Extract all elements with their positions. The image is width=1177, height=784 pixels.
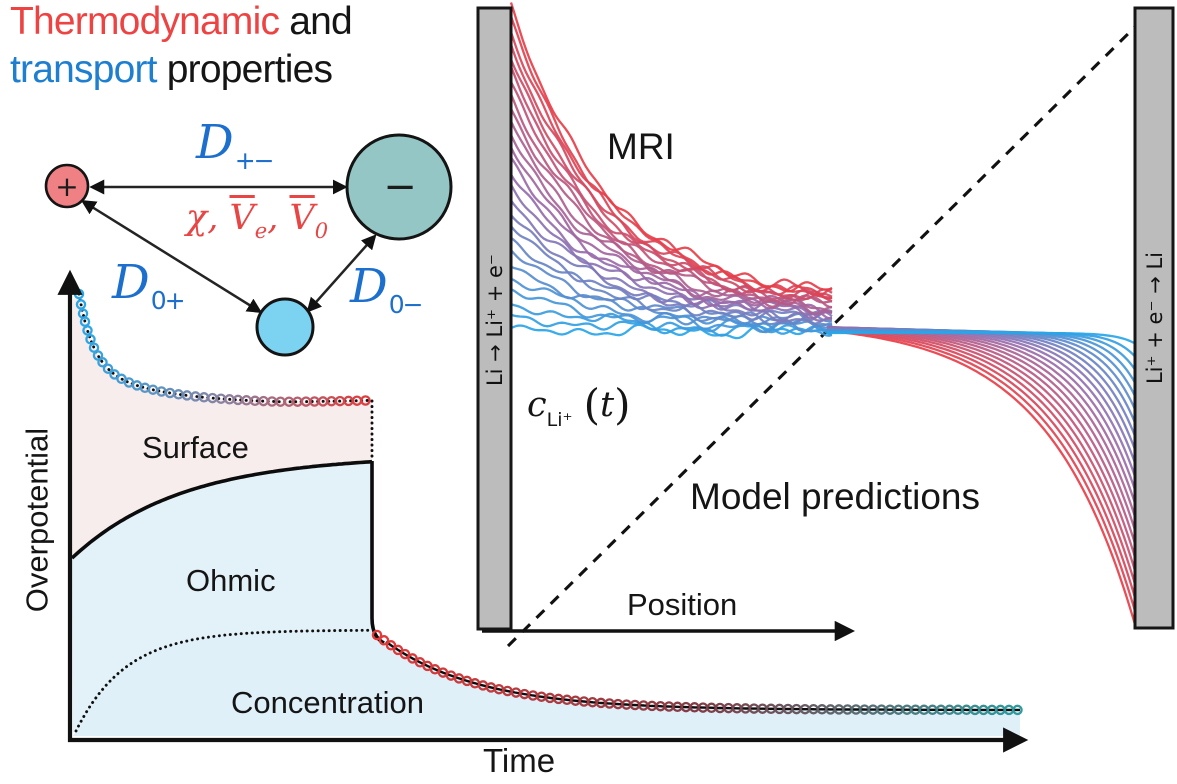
comma: , [267, 198, 279, 238]
surface-ohmic-boundary [70, 459, 373, 560]
chi-symbol: χ, [186, 198, 219, 238]
d-0m-subscript: 0− [388, 290, 424, 319]
mri-curve [509, 31, 833, 297]
model-prediction-curves [826, 325, 1138, 629]
mri-curve [510, 199, 833, 323]
mri-curve [509, 15, 833, 300]
mri-curve [510, 214, 833, 323]
c-symbol: c [527, 385, 547, 425]
relaxation-tail [385, 640, 1020, 712]
mri-curve [509, 2, 832, 293]
concentration-fill [73, 630, 1020, 736]
title-and: and [279, 0, 352, 43]
surface-region-label: Surface [142, 430, 249, 465]
overpotential-data-markers [73, 288, 1023, 716]
data-marker [385, 640, 397, 651]
ohmic-fill [72, 461, 372, 732]
thermodynamic-factors-label: χ, Ve, V0 [186, 200, 328, 242]
d-0m-symbol: D [350, 259, 388, 314]
close-paren: ) [614, 380, 631, 429]
mri-curve [510, 303, 833, 337]
right-electrode-reaction-label: Li⁺ + e⁻ → Li [1142, 251, 1167, 385]
lithium-concentration-label: cLi⁺ (t) [527, 380, 631, 431]
cation-solvent-arrow [80, 200, 263, 313]
cation-circle [44, 163, 90, 209]
species-diagram: + − [44, 133, 453, 357]
diffusivity-plus-minus-label: D+− [196, 115, 275, 175]
mri-curve [509, 184, 833, 322]
partial-molar-volume-e: V [229, 198, 255, 238]
mri-curve [510, 225, 833, 326]
mri-curve [509, 93, 833, 306]
data-marker [109, 369, 120, 380]
open-paren: ( [583, 380, 601, 429]
figure-title-line2: transport properties [10, 48, 333, 91]
cation-plus-sign: + [55, 170, 78, 203]
d-0p-symbol: D [112, 255, 150, 310]
total-overpotential-dotted [77, 292, 374, 404]
c-subscript-li: Li⁺ [546, 409, 573, 431]
surface-fill [72, 294, 372, 559]
d-pm-subscript: +− [234, 146, 275, 175]
position-x-axis-label: Position [627, 587, 738, 622]
title-thermodynamic: Thermodynamic [10, 0, 280, 43]
anion-minus-sign: − [383, 164, 417, 210]
mri-curve [510, 236, 833, 326]
model-predictions-label: Model predictions [690, 476, 980, 517]
figure-title-line1: Thermodynamic and [10, 0, 353, 43]
model-curve [826, 329, 1138, 629]
partial-molar-volume-0: V [289, 198, 315, 238]
overpotential-y-axis-label: Overpotential [19, 427, 55, 613]
data-marker [1012, 704, 1023, 716]
mri-curve [510, 156, 833, 320]
data-marker [399, 648, 411, 660]
left-electrode-reaction-label: Li → Li⁺ + e⁻ [482, 253, 507, 387]
mri-label: MRI [607, 126, 675, 167]
model-curve [826, 326, 1138, 561]
data-marker [97, 357, 108, 368]
right-electrode-bar [1133, 6, 1175, 630]
data-marker [88, 342, 100, 353]
ohmic-region-label: Ohmic [186, 563, 276, 598]
mri-curve [510, 313, 833, 337]
solvent-anion-arrow [306, 234, 377, 313]
data-marker [85, 334, 96, 345]
d-pm-symbol: D [196, 115, 234, 170]
left-electrode-bar [476, 6, 513, 631]
model-curve [827, 331, 1137, 346]
anion-circle [345, 133, 453, 241]
d-0p-subscript: 0+ [150, 286, 186, 315]
v-e-subscript: e [254, 219, 268, 243]
solvent-circle [255, 297, 315, 357]
t-symbol: t [600, 385, 615, 425]
mri-curve [510, 265, 833, 333]
model-curve [826, 328, 1138, 615]
diffusivity-zero-plus-label: D0+ [112, 255, 186, 315]
title-transport: transport [10, 48, 158, 91]
data-marker [360, 395, 371, 406]
data-marker [378, 635, 390, 646]
mri-curve [509, 81, 833, 303]
diffusivity-zero-minus-label: D0− [350, 259, 424, 319]
data-marker [82, 325, 93, 336]
concentration-dotted [74, 628, 374, 733]
data-marker [371, 629, 383, 641]
data-marker [102, 363, 114, 374]
mri-curve [509, 108, 833, 309]
model-curve [826, 327, 1138, 602]
v-0-subscript: 0 [314, 219, 329, 243]
title-properties: properties [156, 48, 333, 91]
concentration-region-label: Concentration [231, 685, 425, 720]
time-x-axis-label: Time [483, 742, 556, 779]
current-interrupt-drop [370, 461, 385, 645]
mri-profile-curves [509, 2, 833, 340]
